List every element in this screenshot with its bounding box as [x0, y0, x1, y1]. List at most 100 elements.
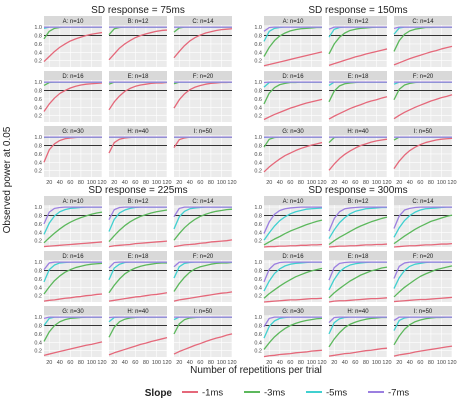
facet-strip-label: C: n=14 [192, 199, 214, 205]
facet-panel: C: n=14 [173, 16, 233, 67]
series-line--7ms [108, 206, 167, 221]
facet-panel: G: n=30 0.2 0.4 0.6 0.8 1.0 20 40 60 80 100 120 [254, 126, 327, 186]
facet-strip [394, 71, 452, 80]
series-line--3ms [108, 262, 167, 294]
series-line--1ms [173, 333, 233, 355]
facet-panel: A: n=10 0.2 0.4 0.6 0.8 1.0 [34, 196, 103, 248]
y-tick-label: 0.8 [254, 144, 262, 150]
series-line--3ms [263, 26, 322, 57]
facet-panel: D: n=16 0.2 0.4 0.6 0.8 1.0 [254, 251, 323, 303]
x-tick-label: 40 [342, 180, 348, 186]
facet-strip-label: C: n=14 [412, 19, 434, 25]
x-tick-label: 100 [87, 360, 96, 366]
facet-strip [329, 126, 387, 135]
facet-strip [109, 16, 167, 25]
y-tick-label: 0.4 [34, 285, 42, 291]
x-tick-label: 20 [176, 360, 182, 366]
x-tick-label: 100 [372, 360, 381, 366]
y-tick-label: 0.2 [34, 114, 42, 120]
y-tick-label: 0.4 [254, 230, 262, 236]
x-tick-label: 80 [428, 360, 434, 366]
x-tick-label: 40 [407, 180, 413, 186]
facet-panel: D: n=16 0.2 0.4 0.6 0.8 1.0 [254, 71, 323, 122]
group-title: SD response = 150ms [308, 5, 407, 16]
series-line--1ms [263, 98, 323, 121]
y-tick-label: 0.2 [34, 239, 42, 245]
y-tick-label: 1.0 [34, 205, 42, 211]
panel-background [329, 260, 387, 302]
series-line--3ms [328, 266, 388, 299]
facet-strip-label: A: n=10 [283, 19, 305, 25]
facet-strip-label: A: n=10 [63, 19, 85, 25]
facet-panel: G: n=30 0.2 0.4 0.6 0.8 1.0 20 40 60 80 100 120 [254, 306, 327, 366]
legend-label: -7ms [388, 388, 409, 399]
x-tick-label: 60 [197, 360, 203, 366]
x-tick-label: 100 [372, 180, 381, 186]
series-line--7ms [173, 206, 232, 218]
x-tick-label: 80 [298, 360, 304, 366]
legend-label: -5ms [326, 388, 347, 399]
facet-panel: A: n=10 0.2 0.4 0.6 0.8 1.0 [34, 16, 103, 67]
series-line--3ms [173, 208, 233, 241]
series-line--1ms [263, 297, 323, 303]
panel-background [174, 135, 232, 177]
panel-background [394, 260, 452, 302]
y-tick-label: 0.6 [254, 42, 262, 48]
y-tick-label: 0.6 [34, 152, 42, 158]
y-tick-label: 0.2 [254, 114, 262, 120]
y-tick-label: 0.2 [34, 294, 42, 300]
facet-panel: E: n=18 [108, 251, 168, 302]
facet-strip [109, 126, 167, 135]
legend-item: -3ms [244, 388, 285, 399]
y-tick-label: 0.8 [254, 269, 262, 275]
y-tick-label: 0.6 [34, 222, 42, 228]
x-tick-label: 60 [67, 180, 73, 186]
panel-background [329, 135, 387, 177]
facet-strip [394, 126, 452, 135]
facet-strip [44, 251, 102, 260]
y-tick-label: 0.6 [34, 97, 42, 103]
x-tick-label: 100 [307, 360, 316, 366]
series-line--7ms [393, 261, 452, 279]
series-line--1ms [43, 82, 103, 112]
series-line--1ms [108, 292, 168, 302]
facet-strip [109, 251, 167, 260]
facet-panel: C: n=14 [173, 196, 233, 248]
x-tick-label: 60 [197, 180, 203, 186]
y-tick-label: 1.0 [34, 315, 42, 321]
x-tick-label: 20 [266, 360, 272, 366]
panel-background [394, 315, 452, 357]
panel-background [264, 260, 322, 302]
panel-background [44, 315, 102, 357]
series-line--7ms [263, 316, 322, 328]
legend-item: -5ms [306, 388, 347, 399]
series-line--3ms [263, 317, 323, 350]
facet-panel: I: n=50 20 40 60 80 100 120 [173, 306, 237, 366]
x-tick-label: 80 [78, 180, 84, 186]
y-tick-label: 0.6 [254, 332, 262, 338]
x-tick-label: 120 [227, 360, 236, 366]
facet-strip-label: I: n=50 [414, 129, 433, 135]
facet-strip-label: G: n=30 [282, 129, 304, 135]
facet-strip-label: C: n=14 [412, 199, 434, 205]
y-tick-label: 0.6 [34, 42, 42, 48]
facet-strip [264, 251, 322, 260]
facet-strip-label: I: n=50 [414, 309, 433, 315]
y-tick-label: 0.6 [254, 97, 262, 103]
y-tick-label: 0.6 [254, 277, 262, 283]
x-tick-label: 120 [447, 180, 456, 186]
x-tick-label: 60 [352, 360, 358, 366]
series-line--5ms [328, 206, 387, 239]
facet-strip-label: C: n=14 [192, 19, 214, 25]
x-tick-label: 80 [298, 180, 304, 186]
x-tick-label: 40 [122, 360, 128, 366]
series-line--1ms [43, 293, 103, 302]
series-line--1ms [108, 29, 168, 61]
x-tick-label: 80 [78, 360, 84, 366]
facet-strip [264, 126, 322, 135]
x-tick-label: 20 [46, 180, 52, 186]
series-line--7ms [108, 261, 167, 269]
y-tick-label: 1.0 [254, 205, 262, 211]
facet-group: SD response = 75ms A: n=10 0.2 0.4 0.6 0.8 1.0… [34, 5, 236, 186]
